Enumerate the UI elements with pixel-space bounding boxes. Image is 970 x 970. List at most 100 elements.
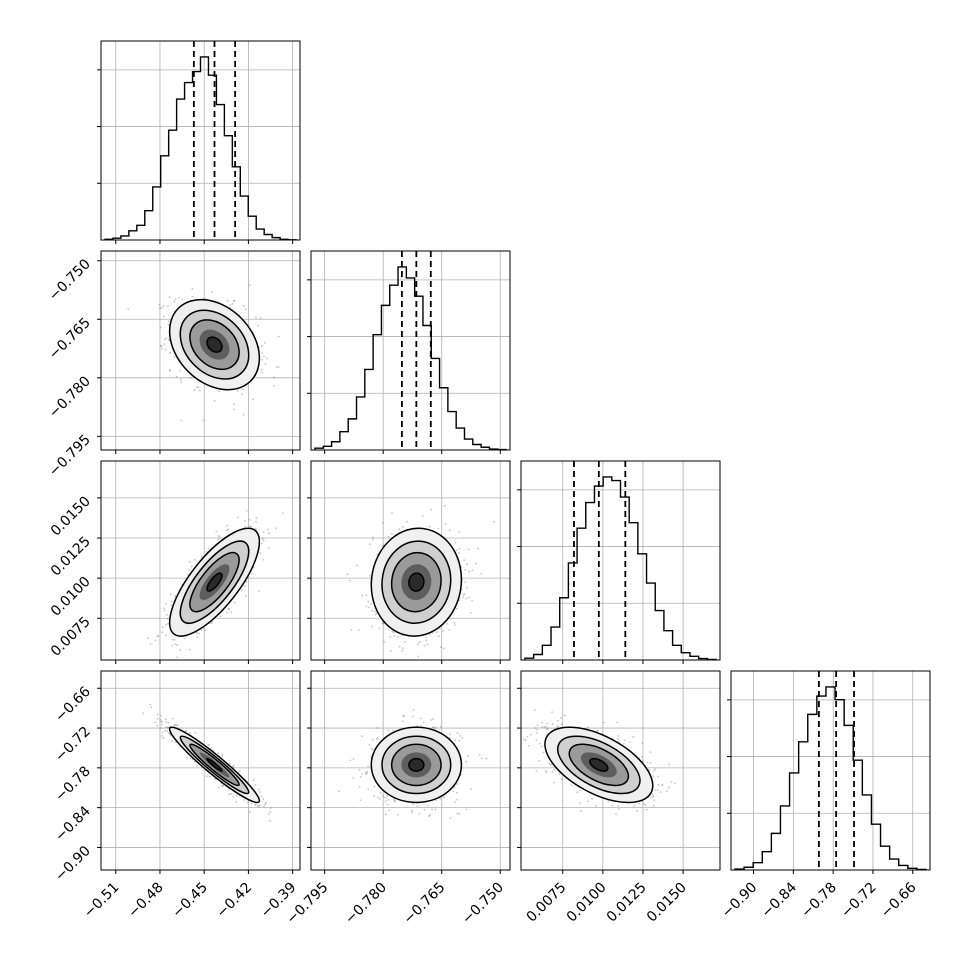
sample-point xyxy=(370,602,373,605)
sample-point xyxy=(467,755,470,758)
sample-point xyxy=(361,735,363,738)
sample-point xyxy=(541,721,544,724)
sample-point xyxy=(193,389,196,392)
sample-point xyxy=(170,600,173,603)
sample-point xyxy=(352,758,355,760)
axes-frame xyxy=(100,670,301,871)
sample-point xyxy=(393,635,396,637)
y-tick-label: 0.0125 xyxy=(48,534,94,580)
sample-point xyxy=(523,738,525,741)
sample-point xyxy=(633,804,636,807)
sample-point xyxy=(376,726,379,729)
axes-frame xyxy=(310,670,511,871)
sample-point xyxy=(261,538,264,541)
sample-point xyxy=(242,304,245,307)
sample-point xyxy=(356,564,359,567)
sample-point xyxy=(466,563,468,566)
sample-point xyxy=(434,808,437,811)
sample-point xyxy=(578,802,581,804)
sample-point xyxy=(396,636,399,638)
scatter-panel-1-3 xyxy=(307,670,511,874)
sample-point xyxy=(470,788,473,790)
sample-point xyxy=(171,644,174,647)
sample-point xyxy=(580,810,582,812)
sample-point xyxy=(349,579,352,582)
sample-point xyxy=(240,588,243,591)
sample-point xyxy=(261,358,263,361)
sample-point xyxy=(142,712,145,715)
sample-point xyxy=(367,788,370,791)
sample-point xyxy=(245,580,248,583)
sample-point xyxy=(162,737,165,740)
sample-point xyxy=(262,798,265,800)
sample-point xyxy=(171,717,174,720)
sample-point xyxy=(193,558,196,561)
sample-point xyxy=(232,796,235,799)
sample-point xyxy=(556,726,559,728)
sample-point xyxy=(586,726,589,729)
sample-point xyxy=(518,733,520,735)
sample-point xyxy=(217,538,219,541)
sample-point xyxy=(194,732,197,734)
sample-point xyxy=(388,809,391,812)
sample-point xyxy=(217,752,219,755)
sample-point xyxy=(371,625,374,628)
sample-point xyxy=(378,797,381,800)
sample-point xyxy=(146,637,149,640)
sample-point xyxy=(453,621,456,624)
sample-point xyxy=(179,649,182,652)
sample-point xyxy=(227,528,229,531)
sample-point xyxy=(235,794,238,797)
sample-point xyxy=(173,300,176,303)
sample-point xyxy=(248,811,251,813)
sample-point xyxy=(374,613,377,616)
sample-point xyxy=(541,745,543,748)
sample-point xyxy=(553,769,555,771)
sample-point xyxy=(641,742,644,744)
sample-point xyxy=(557,719,559,722)
sample-point xyxy=(668,786,670,789)
sample-point xyxy=(558,773,561,776)
sample-point xyxy=(170,661,172,663)
sample-point xyxy=(430,719,433,721)
sample-point xyxy=(231,302,234,305)
sample-point xyxy=(263,805,265,808)
sample-point xyxy=(233,408,235,411)
x-tick-label: −0.66 xyxy=(878,879,920,921)
sample-point xyxy=(261,542,263,545)
sample-point xyxy=(480,757,483,760)
y-tick-label: −0.750 xyxy=(46,256,94,304)
sample-point xyxy=(442,630,445,632)
sample-point xyxy=(401,647,404,650)
sample-point xyxy=(167,338,170,341)
sample-point xyxy=(244,308,247,311)
sample-point xyxy=(166,730,169,732)
sample-point xyxy=(469,611,472,614)
sample-point xyxy=(156,724,159,727)
sample-point xyxy=(622,742,625,745)
sample-point xyxy=(188,732,191,734)
sample-point xyxy=(273,384,276,387)
sample-point xyxy=(553,781,555,784)
sample-point xyxy=(370,747,373,750)
sample-point xyxy=(432,718,434,720)
sample-point xyxy=(652,775,655,778)
sample-point xyxy=(367,765,369,768)
sample-point xyxy=(368,606,370,609)
sample-point xyxy=(167,622,169,625)
sample-point xyxy=(186,756,188,759)
sample-point xyxy=(617,735,620,737)
y-tick-label: −0.90 xyxy=(52,843,94,885)
sample-point xyxy=(446,622,448,625)
sample-point xyxy=(358,786,361,788)
sample-point xyxy=(638,802,641,805)
contour-line xyxy=(168,298,261,391)
scatter-panel-0-1 xyxy=(97,250,301,454)
sample-point xyxy=(560,716,563,719)
sample-point xyxy=(158,303,161,306)
sample-point xyxy=(215,530,218,533)
sample-point xyxy=(426,804,429,807)
sample-point xyxy=(258,804,261,807)
sample-point xyxy=(263,341,266,344)
sample-point xyxy=(657,784,660,786)
